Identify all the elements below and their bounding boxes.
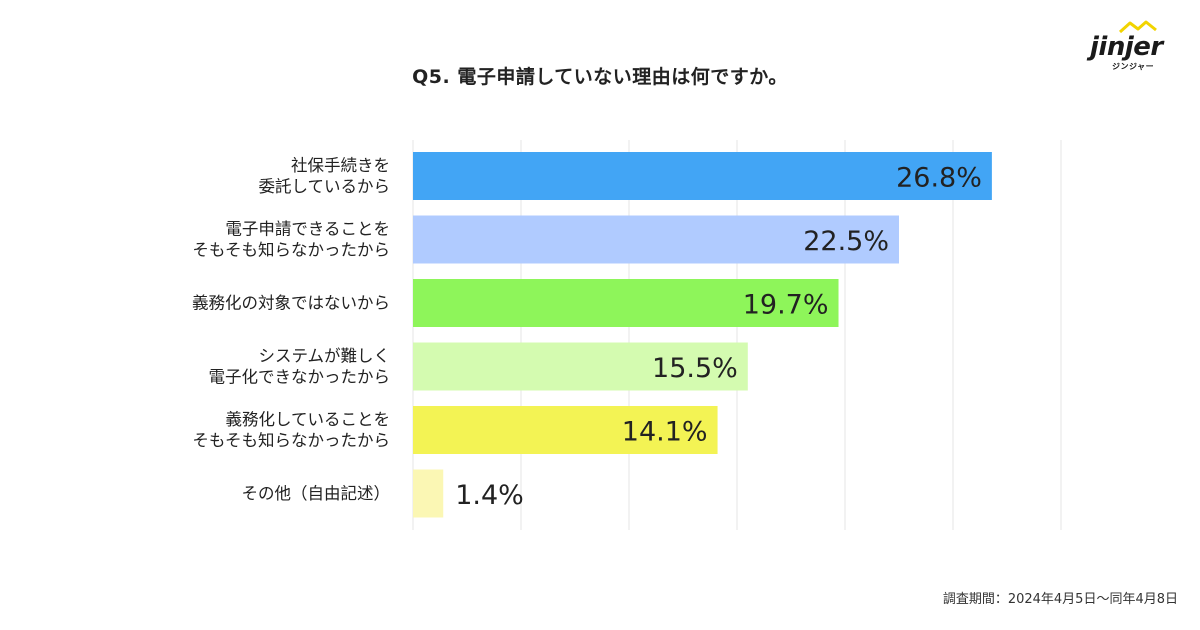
- category-label: システムが難しく: [258, 347, 390, 366]
- survey-period-note: 調査期間：2024年4月5日〜同年4月8日: [942, 592, 1178, 607]
- bar-value-label: 22.5%: [803, 226, 889, 257]
- category-label: 委託しているから: [258, 177, 390, 196]
- bar: [413, 215, 899, 264]
- bar-value-label: 15.5%: [652, 353, 738, 384]
- bar-value-label: 14.1%: [622, 417, 708, 448]
- logo-wordmark: jinjer: [1090, 32, 1163, 62]
- category-label: 義務化していることを: [225, 410, 390, 429]
- bar-value-label: 1.4%: [455, 480, 524, 511]
- bar: [413, 469, 444, 518]
- chart-title: Q5. 電子申請していない理由は何ですか。: [412, 66, 788, 88]
- category-label: 電子化できなかったから: [209, 368, 391, 387]
- category-label: そもそも知らなかったから: [192, 241, 390, 260]
- jinjer-logo: jinjer ジンジャー: [1086, 18, 1182, 71]
- bar-value-label: 19.7%: [743, 290, 829, 321]
- category-label: 社保手続きを: [291, 156, 390, 175]
- logo-subtext: ジンジャー: [1112, 62, 1155, 71]
- category-label: 義務化の対象ではないから: [192, 294, 390, 313]
- bar: [413, 279, 839, 327]
- category-label: 電子申請できることを: [225, 220, 390, 239]
- logo-roof-icon: [1118, 20, 1157, 34]
- bar: [413, 406, 718, 454]
- category-label: その他（自由記述）: [242, 484, 391, 503]
- category-label: そもそも知らなかったから: [192, 431, 390, 450]
- bar: [413, 152, 992, 200]
- bar: [413, 342, 748, 391]
- bar-value-label: 26.8%: [896, 163, 982, 194]
